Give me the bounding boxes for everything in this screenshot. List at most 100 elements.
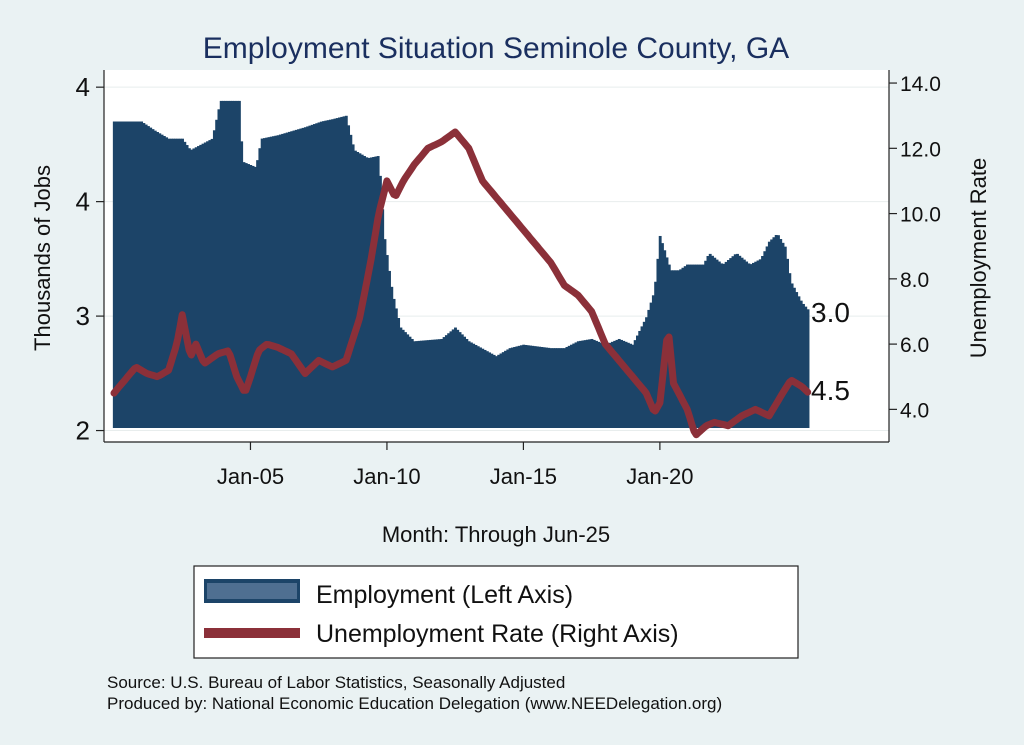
- employment-bar: [444, 335, 448, 428]
- employment-bar: [713, 257, 717, 428]
- employment-bar: [572, 343, 576, 428]
- employment-bar: [474, 344, 478, 428]
- employment-bar: [160, 134, 164, 428]
- employment-bar: [158, 133, 162, 428]
- employment-bar: [128, 121, 132, 428]
- employment-bar: [581, 340, 585, 428]
- employment-bar: [199, 144, 203, 428]
- employment-bar: [679, 269, 683, 428]
- employment-bar: [697, 264, 701, 428]
- employment-bar: [570, 344, 573, 428]
- employment-bar: [162, 136, 166, 428]
- employment-bar: [651, 295, 655, 428]
- employment-bar: [294, 129, 298, 428]
- employment-bar: [804, 306, 808, 428]
- employment-bar: [197, 146, 200, 429]
- employment-bar: [481, 348, 485, 428]
- employment-bar: [281, 133, 285, 428]
- employment-bar: [119, 121, 123, 428]
- employment-bar: [342, 116, 346, 428]
- employment-bar: [397, 318, 401, 428]
- employment-bar: [510, 347, 514, 428]
- employment-bar: [469, 342, 473, 428]
- unemployment-line-group: [110, 128, 812, 439]
- employment-bar: [135, 121, 139, 428]
- employment-bar: [413, 341, 416, 428]
- employment-bar: [112, 121, 116, 428]
- employment-bar: [649, 302, 653, 428]
- employment-end-label: 3.0: [811, 297, 850, 328]
- employment-bar: [217, 109, 221, 428]
- employment-bar: [440, 338, 444, 428]
- employment-bar: [690, 264, 694, 428]
- employment-bar: [476, 346, 480, 428]
- employment-bar: [429, 339, 432, 428]
- right-tick-label: 10.0: [900, 204, 941, 227]
- employment-bar: [403, 332, 407, 428]
- employment-bar: [115, 121, 119, 428]
- employment-bar: [656, 258, 660, 428]
- employment-bar: [472, 343, 476, 428]
- employment-bar: [353, 150, 357, 428]
- employment-bar: [208, 140, 212, 428]
- source-line: Source: U.S. Bureau of Labor Statistics,…: [107, 673, 565, 692]
- employment-bar: [390, 286, 394, 428]
- employment-bar: [754, 261, 758, 428]
- employment-bar: [763, 251, 767, 428]
- x-tick-label: Jan-15: [490, 464, 557, 489]
- employment-bar: [515, 346, 519, 428]
- employment-bar: [795, 292, 799, 428]
- employment-bar: [142, 123, 146, 428]
- right-axis-title: Unemployment Rate: [966, 158, 991, 359]
- employment-bar: [463, 336, 467, 428]
- employment-bar: [192, 148, 196, 428]
- employment-bar: [278, 134, 282, 428]
- employment-bar: [701, 264, 705, 428]
- employment-bar: [267, 137, 271, 429]
- employment-bar: [415, 341, 419, 428]
- employment-bar: [319, 121, 323, 429]
- employment-bar: [567, 345, 571, 428]
- employment-bar: [592, 339, 596, 428]
- employment-bar: [347, 125, 351, 429]
- employment-bar: [724, 261, 728, 428]
- employment-bar: [565, 346, 569, 428]
- employment-bar: [438, 339, 441, 428]
- employment-bar: [301, 127, 305, 428]
- employment-bar: [406, 334, 410, 428]
- employment-bar: [449, 331, 453, 428]
- employment-bars: [112, 100, 810, 429]
- employment-bar: [585, 339, 589, 428]
- left-axis-title: Thousands of Jobs: [30, 165, 55, 351]
- employment-bar: [638, 330, 642, 428]
- employment-bar: [708, 253, 712, 428]
- employment-bar: [392, 298, 396, 428]
- employment-bar: [695, 264, 699, 428]
- employment-bar: [454, 327, 457, 428]
- employment-bar: [531, 345, 535, 428]
- employment-bar: [203, 142, 207, 428]
- employment-bar: [233, 100, 237, 429]
- employment-bar: [765, 246, 769, 428]
- employment-bar: [317, 122, 321, 428]
- employment-bar: [331, 119, 335, 429]
- employment-bar: [751, 262, 755, 428]
- employment-bar: [742, 259, 746, 428]
- x-tick-label: Jan-10: [353, 464, 420, 489]
- employment-bar: [374, 156, 378, 428]
- employment-bar: [494, 356, 498, 428]
- employment-bar: [299, 128, 303, 428]
- employment-bar: [372, 156, 376, 428]
- employment-bar: [513, 346, 517, 428]
- employment-bar: [645, 317, 648, 428]
- employment-bar: [394, 308, 398, 428]
- employment-bar: [410, 338, 414, 428]
- x-axis-title: Month: Through Jun-25: [382, 522, 610, 547]
- right-tick-label: 4.0: [900, 399, 929, 422]
- employment-bar: [251, 165, 255, 429]
- employment-bar: [224, 100, 228, 429]
- employment-bar: [560, 348, 564, 428]
- employment-bar: [178, 138, 182, 428]
- employment-bar: [781, 242, 785, 428]
- x-tick-label: Jan-05: [217, 464, 284, 489]
